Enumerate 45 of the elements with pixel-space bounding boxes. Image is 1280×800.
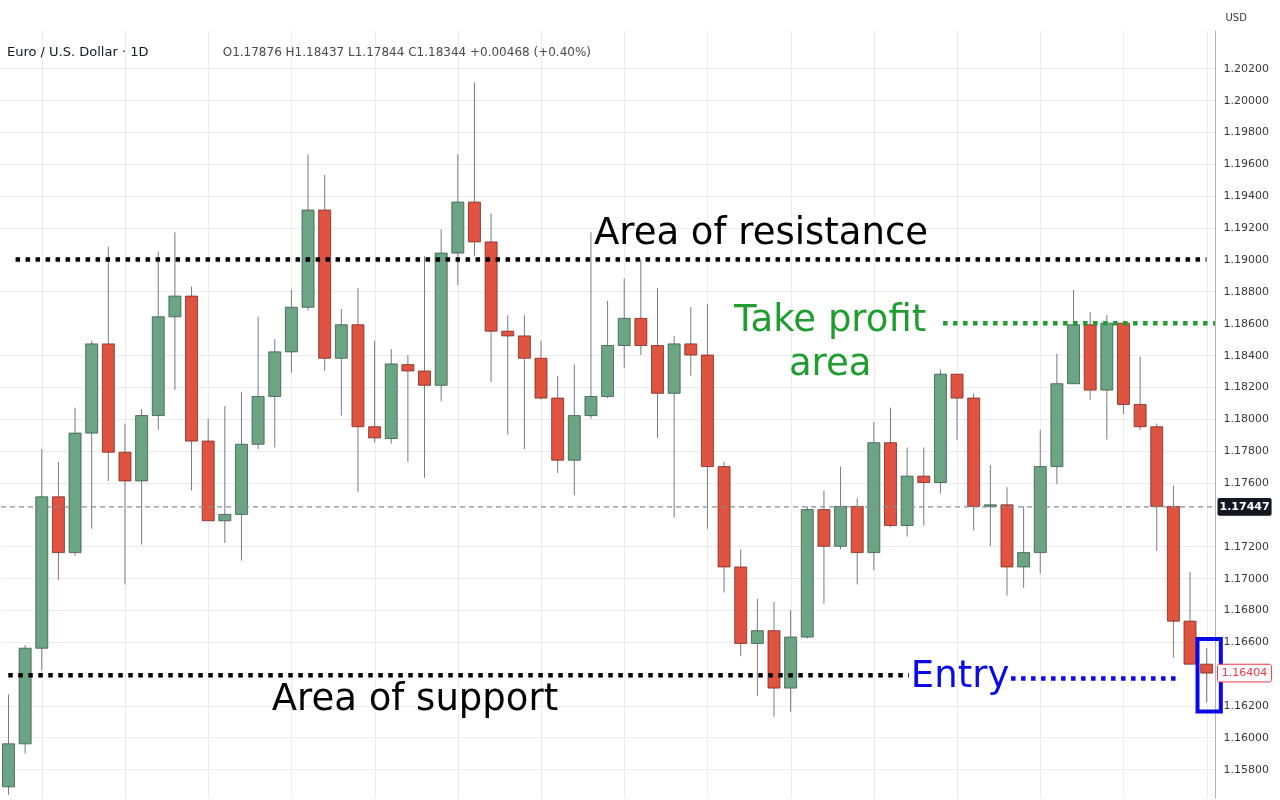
y-tick-label: 1.16000 xyxy=(1223,730,1269,744)
ref-line-label: Area of resistance xyxy=(593,210,928,254)
candlestick xyxy=(917,446,931,527)
y-tick-label: 1.16200 xyxy=(1223,699,1269,713)
y-tick-label: 1.18200 xyxy=(1223,380,1269,394)
y-tick-label: 1.18000 xyxy=(1223,412,1269,426)
y-tick-label: 1.15800 xyxy=(1223,762,1269,776)
candlestick xyxy=(501,314,515,436)
y-tick-label: 1.19600 xyxy=(1223,157,1269,171)
candlestick xyxy=(368,340,381,444)
y-tick-label: 1.18800 xyxy=(1223,284,1269,298)
candlestick xyxy=(983,464,997,547)
text: 1.16404 xyxy=(1221,666,1268,680)
y-tick-label: 1.20000 xyxy=(1223,93,1269,107)
ref-line-label: Area of support xyxy=(271,676,559,720)
candlestick xyxy=(418,255,431,479)
candlestick xyxy=(684,306,698,377)
y-tick-label: 1.19800 xyxy=(1223,125,1269,139)
ref-line-label: Entry xyxy=(910,653,1010,697)
y-tick-label: 1.19200 xyxy=(1223,221,1269,235)
ref-line-label: 1.17447 xyxy=(1219,499,1270,513)
y-tick-label: 1.18600 xyxy=(1223,316,1269,330)
candlestick xyxy=(517,314,531,450)
y-tick-label: 1.18400 xyxy=(1223,348,1269,362)
candlestick xyxy=(1133,356,1147,431)
y-tick-label: 1.19000 xyxy=(1223,252,1269,266)
y-tick-label: 1.17000 xyxy=(1223,571,1269,585)
candlestick xyxy=(750,598,764,697)
ref-line-label: Take profit area xyxy=(733,297,927,385)
y-tick-label: 1.16800 xyxy=(1223,603,1269,617)
y-tick-label: 1.20200 xyxy=(1223,61,1269,75)
text: O1.17876 H1.18437 L1.17844 C1.18344 +0.00468 (+0.40%) xyxy=(222,45,592,59)
candlestick xyxy=(1017,505,1031,589)
candlestick xyxy=(401,354,415,463)
candlestick xyxy=(168,231,182,391)
y-tick-label: 1.19400 xyxy=(1223,189,1269,203)
text: Euro / U.S. Dollar · 1D xyxy=(7,44,149,59)
candlestick xyxy=(950,373,964,440)
y-tick-label: 1.17800 xyxy=(1223,444,1269,458)
candlestick xyxy=(218,405,232,544)
y-tick-label: 1.16600 xyxy=(1223,635,1269,649)
y-tick-label: 1.17600 xyxy=(1223,476,1269,490)
y-tick-label: 1.17200 xyxy=(1223,539,1269,553)
candlestick xyxy=(1200,647,1214,703)
y-axis-title: USD xyxy=(1225,11,1248,23)
